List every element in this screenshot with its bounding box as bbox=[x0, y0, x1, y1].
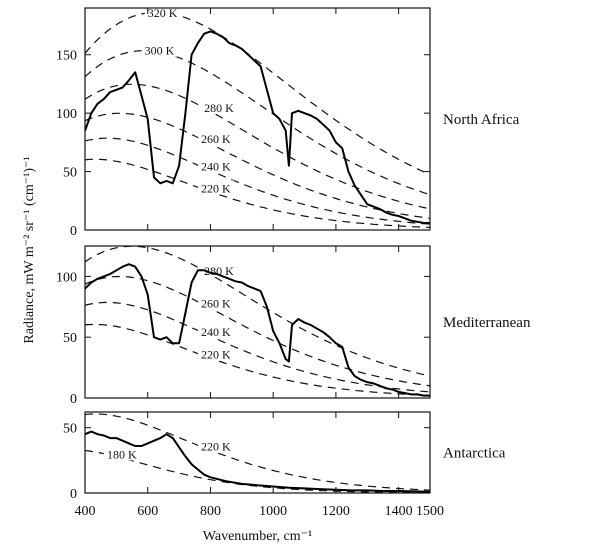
y-tick-label: 50 bbox=[63, 331, 77, 346]
y-tick-label: 0 bbox=[70, 487, 77, 502]
temperature-label-bg bbox=[198, 346, 235, 361]
blackbody-curve-240k bbox=[85, 301, 430, 393]
panel-north-africa: 320 K 300 K 280 K 260 K 240 K 220 K 0 50 100 150 N… bbox=[56, 4, 520, 239]
y-tick-label: 150 bbox=[56, 49, 77, 64]
temperature-label-240k: 240 K bbox=[201, 160, 231, 174]
blackbody-curve-220k bbox=[85, 413, 430, 491]
y-tick-label: 100 bbox=[56, 270, 77, 285]
temperature-label-bg bbox=[201, 99, 238, 114]
x-tick-label: 600 bbox=[137, 504, 158, 519]
temperature-label-260k: 260 K bbox=[201, 296, 231, 310]
axes-frame bbox=[84, 411, 431, 494]
temperature-label-220k: 220 K bbox=[201, 181, 231, 195]
blackbody-curve-260k bbox=[85, 275, 430, 387]
temperature-label-220k: 220 K bbox=[201, 348, 231, 362]
y-tick-label: 0 bbox=[70, 392, 77, 407]
blackbody-curve-320k bbox=[85, 11, 430, 176]
region-label: Antarctica bbox=[443, 446, 506, 462]
temperature-label-240k: 240 K bbox=[201, 325, 231, 339]
temperature-label-bg bbox=[198, 438, 235, 453]
panel-mediterranean: 280 K 260 K 240 K 220 K 0 50 100 Mediterranean bbox=[56, 245, 531, 407]
spectrum-line bbox=[85, 30, 430, 224]
region-label: North Africa bbox=[443, 112, 520, 128]
x-tick-label: 1200 bbox=[322, 504, 350, 519]
temperature-label-bg bbox=[198, 180, 235, 195]
blackbody-curve-220k bbox=[85, 323, 430, 396]
temperature-label-280k: 280 K bbox=[204, 101, 234, 115]
spectrum-line bbox=[85, 263, 430, 397]
temperature-label-bg bbox=[198, 158, 235, 173]
blackbody-curve-280k bbox=[85, 83, 430, 210]
temperature-label-bg bbox=[103, 446, 140, 461]
y-tick-label: 100 bbox=[56, 107, 77, 122]
spectrum-line bbox=[85, 430, 430, 493]
x-tick-label: 1400 bbox=[385, 504, 413, 519]
temperature-label-260k: 260 K bbox=[201, 132, 231, 146]
x-tick-label: 400 bbox=[75, 504, 96, 519]
blackbody-curve-240k bbox=[85, 137, 430, 225]
axes-frame bbox=[84, 245, 431, 399]
y-tick-label: 50 bbox=[63, 166, 77, 181]
blackbody-curve-280k bbox=[85, 246, 430, 377]
y-tick-label: 50 bbox=[63, 422, 77, 437]
temperature-label-bg bbox=[198, 295, 235, 310]
temperature-label-180k: 180 K bbox=[107, 447, 137, 461]
y-axis-label: Radiance, mW m⁻² sr⁻¹ (cm⁻¹)⁻¹ bbox=[22, 156, 37, 343]
region-label: Mediterranean bbox=[443, 315, 531, 331]
x-axis-label: Wavenumber, cm⁻¹ bbox=[203, 529, 312, 544]
blackbody-curve-260k bbox=[85, 112, 430, 219]
temperature-label-280k: 280 K bbox=[204, 264, 234, 278]
temperature-label-bg bbox=[198, 323, 235, 338]
panel-antarctica: 220 K 180 K 0 50 Antarctica bbox=[63, 411, 506, 502]
blackbody-curve-180k bbox=[85, 450, 430, 493]
temperature-label-220k: 220 K bbox=[201, 440, 231, 454]
blackbody-curve-220k bbox=[85, 158, 430, 228]
temperature-label-320k: 320 K bbox=[148, 6, 178, 20]
x-tick-label: 800 bbox=[200, 504, 221, 519]
x-tick-label: 1000 bbox=[259, 504, 287, 519]
blackbody-curve-300k bbox=[85, 50, 430, 196]
temperature-label-bg bbox=[198, 131, 235, 146]
temperature-label-300k: 300 K bbox=[145, 44, 175, 58]
axes-frame bbox=[84, 7, 431, 231]
x-tick-label: 1500 bbox=[416, 504, 444, 519]
y-tick-label: 0 bbox=[70, 224, 77, 239]
temperature-label-bg bbox=[141, 42, 178, 57]
